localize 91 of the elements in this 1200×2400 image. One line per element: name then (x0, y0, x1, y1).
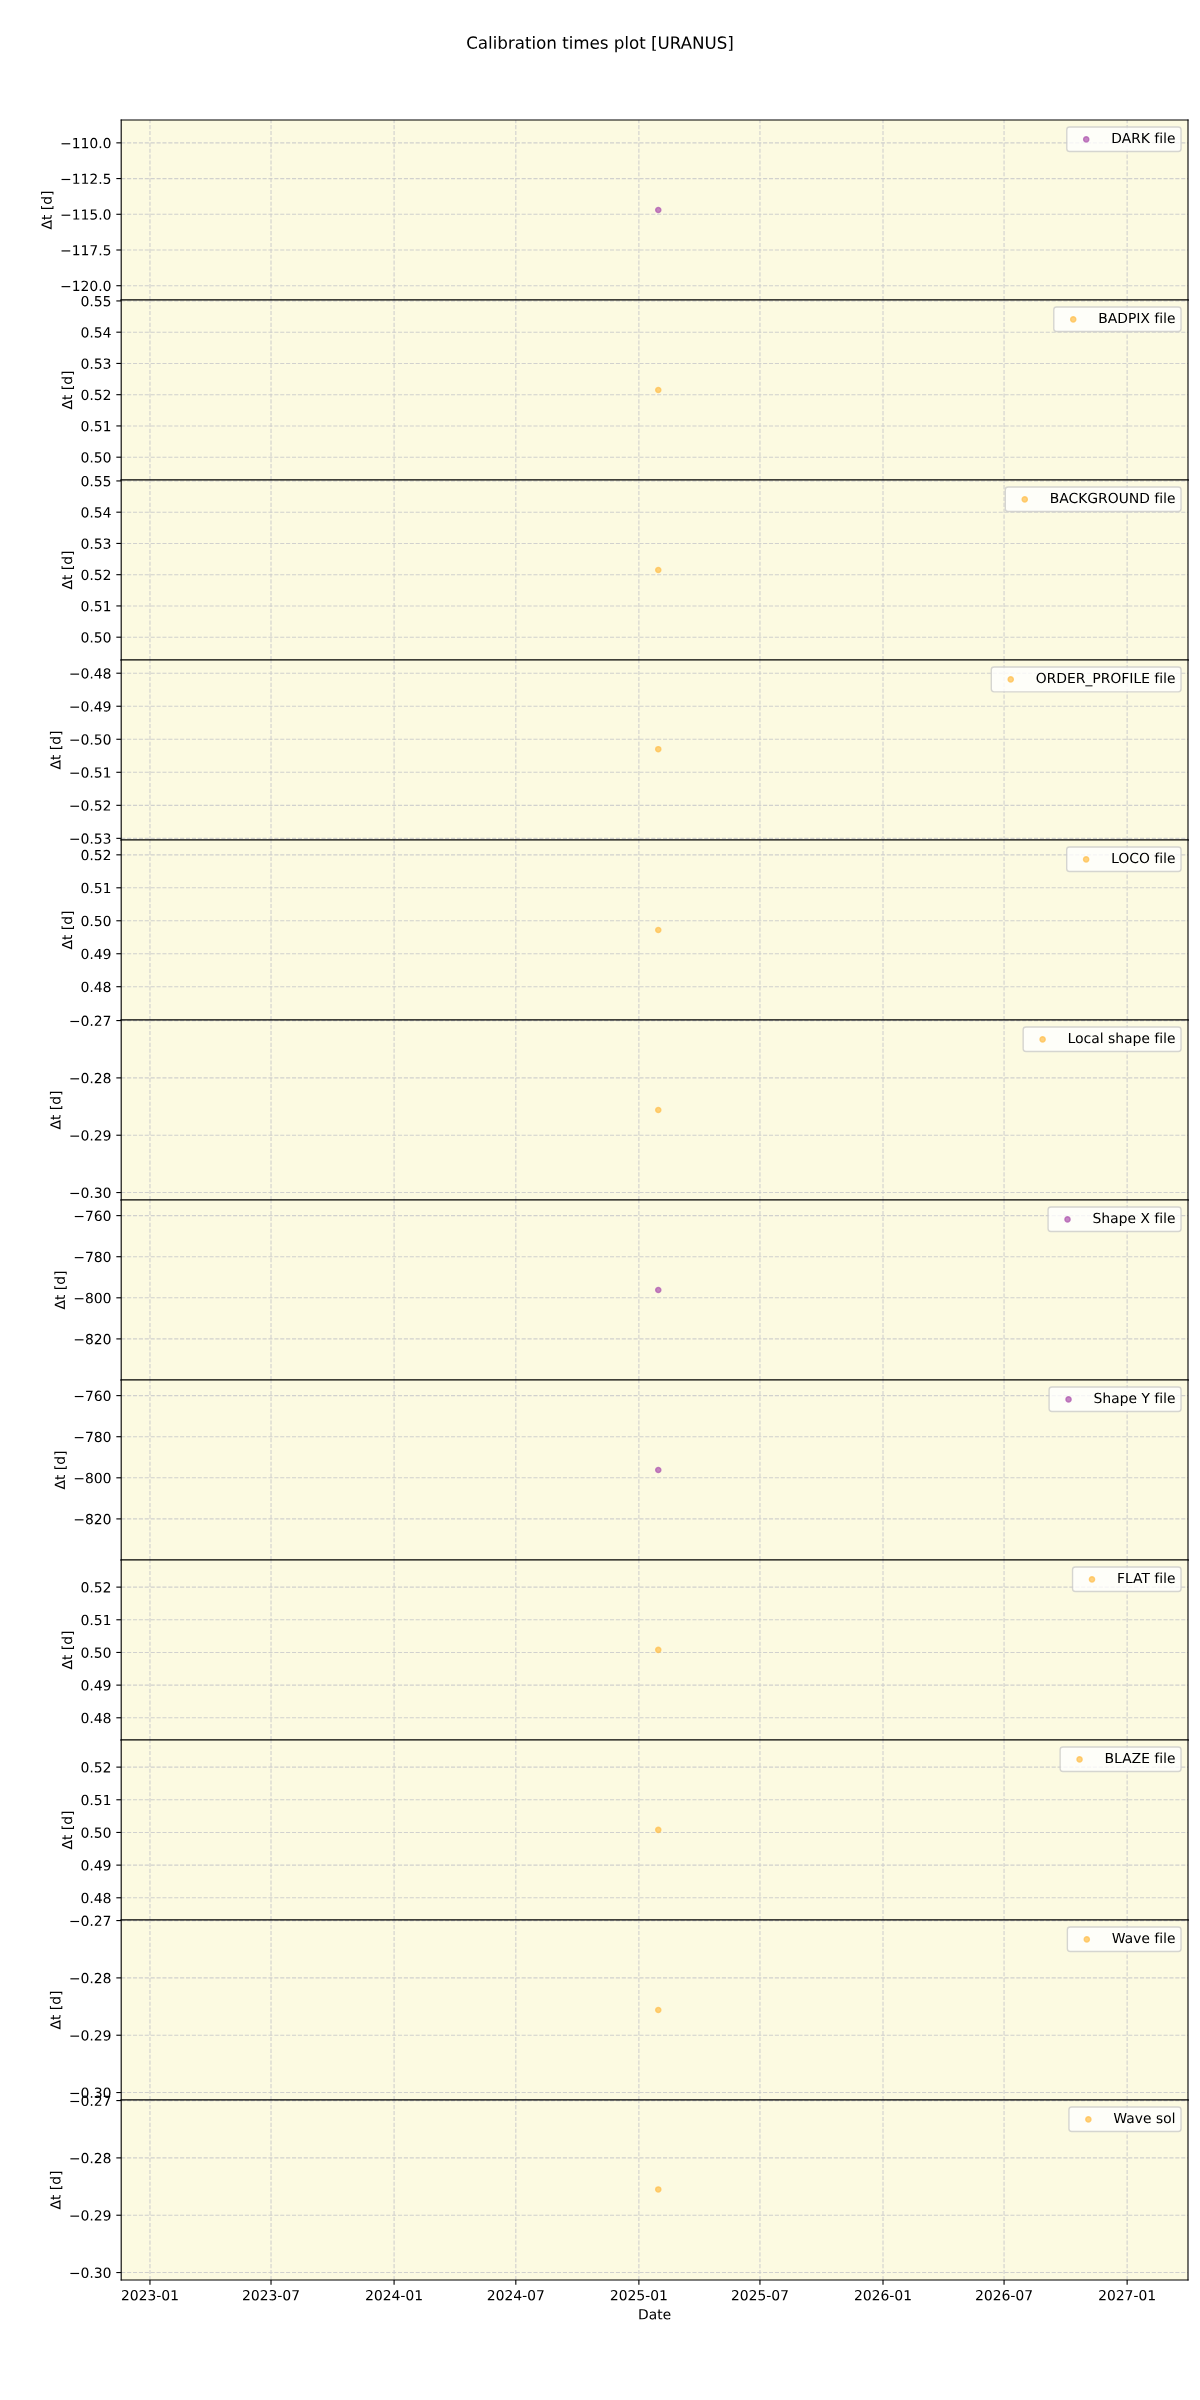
y-tick-label: 0.51 (81, 1614, 111, 1626)
y-tick-label: 0.54 (81, 507, 111, 518)
x-axis-title: Date (639, 2309, 671, 2320)
x-tick-label: 2024-01 (366, 2289, 422, 2301)
y-axis-title: Δt [d] (61, 371, 74, 410)
legend-label: Shape Y file (1094, 1392, 1175, 1406)
y-tick-label: 0.53 (81, 358, 111, 369)
y-tick-label: −0.48 (70, 668, 111, 679)
y-tick-label: 0.48 (81, 1892, 111, 1904)
y-tick-label: 0.52 (81, 849, 111, 861)
y-tick-label: 0.50 (81, 1647, 111, 1658)
chart-title: Calibration times plot [URANUS] (467, 36, 733, 53)
legend-label: Wave sol (1113, 2112, 1175, 2124)
y-tick-label: −800 (74, 1472, 111, 1484)
y-tick-label: 0.52 (81, 1762, 111, 1773)
x-tick-label: 2023-01 (121, 2289, 178, 2301)
y-axis-title: Δt [d] (49, 1091, 63, 1130)
y-tick-label: 0.55 (81, 295, 111, 307)
x-tick-label: 2027-01 (1099, 2289, 1155, 2301)
y-tick-label: 0.52 (81, 569, 111, 581)
y-axis-title: Δt [d] (54, 1271, 67, 1310)
y-tick-label: −760 (74, 1210, 111, 1222)
y-tick-label: 0.50 (81, 632, 111, 643)
y-tick-label: −820 (74, 1513, 111, 1525)
y-tick-label: 0.51 (81, 600, 111, 612)
y-tick-label: 0.52 (81, 1582, 111, 1593)
y-axis-title: Δt [d] (61, 1811, 74, 1850)
y-axis-title: Δt [d] (49, 2171, 63, 2210)
y-tick-label: −0.50 (70, 734, 111, 745)
y-axis-title: Δt [d] (41, 191, 54, 230)
y-tick-label: 0.50 (81, 452, 111, 463)
y-tick-label: −0.27 (70, 1015, 111, 1027)
y-axis-title: Δt [d] (49, 731, 63, 770)
legend-label: BLAZE file (1105, 1752, 1175, 1764)
y-tick-label: −0.30 (70, 2267, 111, 2279)
legend-label: FLAT file (1118, 1572, 1175, 1584)
y-tick-label: −0.29 (70, 2030, 111, 2041)
legend-label: DARK file (1112, 132, 1175, 144)
y-tick-label: −112.5 (61, 173, 111, 185)
y-tick-label: −0.28 (70, 2152, 111, 2164)
legend-label: Wave file (1112, 1932, 1175, 1944)
y-tick-label: −110.0 (61, 137, 111, 149)
legend-label: LOCO file (1112, 852, 1175, 864)
x-tick-label: 2026-01 (855, 2289, 911, 2301)
y-tick-label: −0.52 (70, 800, 111, 811)
y-axis-title: Δt [d] (61, 551, 74, 590)
y-tick-label: 0.50 (81, 1827, 111, 1838)
y-tick-label: 0.49 (81, 1680, 111, 1691)
x-tick-label: 2025-07 (731, 2289, 788, 2301)
y-tick-label: 0.49 (81, 1860, 111, 1871)
y-tick-label: −820 (74, 1333, 111, 1345)
y-tick-label: −0.30 (70, 1187, 111, 1199)
y-axis-title: Δt [d] (49, 1991, 63, 2030)
legend-label: Shape X file (1093, 1212, 1175, 1226)
y-tick-label: −0.29 (70, 1130, 111, 1141)
y-tick-label: −0.51 (70, 767, 111, 778)
y-tick-label: −115.0 (61, 209, 111, 220)
y-tick-label: −800 (74, 1292, 111, 1304)
y-tick-label: 0.51 (81, 882, 111, 894)
legend-label: BADPIX file (1099, 312, 1175, 324)
y-axis-title: Δt [d] (61, 911, 74, 950)
y-tick-label: 0.54 (81, 327, 111, 338)
x-tick-label: 2026-07 (976, 2289, 1032, 2301)
y-tick-label: 0.48 (81, 1712, 111, 1724)
legend-label: ORDER_PROFILE file (1036, 672, 1175, 687)
y-tick-label: 0.51 (81, 420, 111, 432)
y-tick-label: 0.48 (81, 981, 111, 993)
y-tick-label: −780 (74, 1251, 111, 1263)
x-tick-label: 2024-07 (487, 2289, 544, 2301)
y-tick-label: −0.28 (70, 1072, 111, 1084)
y-tick-label: 0.51 (81, 1794, 111, 1806)
y-tick-label: 0.55 (81, 475, 111, 487)
y-axis-title: Δt [d] (61, 1631, 74, 1670)
legend-label: BACKGROUND file (1051, 492, 1175, 504)
y-tick-label: 0.53 (81, 538, 111, 549)
y-tick-label: −120.0 (61, 280, 111, 292)
x-tick-label: 2025-01 (610, 2289, 667, 2301)
y-tick-label: −0.27 (70, 1915, 111, 1927)
y-tick-label: −0.53 (70, 833, 111, 844)
y-tick-label: 0.49 (81, 948, 111, 960)
x-tick-label: 2023-07 (243, 2289, 299, 2301)
y-tick-label: −780 (74, 1431, 111, 1443)
y-tick-label: −760 (74, 1390, 111, 1402)
y-tick-label: −117.5 (61, 245, 111, 256)
y-tick-label: 0.50 (81, 915, 111, 927)
y-tick-label: 0.52 (81, 389, 111, 401)
y-tick-label: −0.49 (70, 701, 111, 712)
y-axis-title: Δt [d] (54, 1451, 67, 1490)
y-tick-label: −0.28 (70, 1972, 111, 1984)
legend-label: Local shape file (1068, 1032, 1175, 1046)
y-tick-label: −0.29 (70, 2210, 111, 2221)
